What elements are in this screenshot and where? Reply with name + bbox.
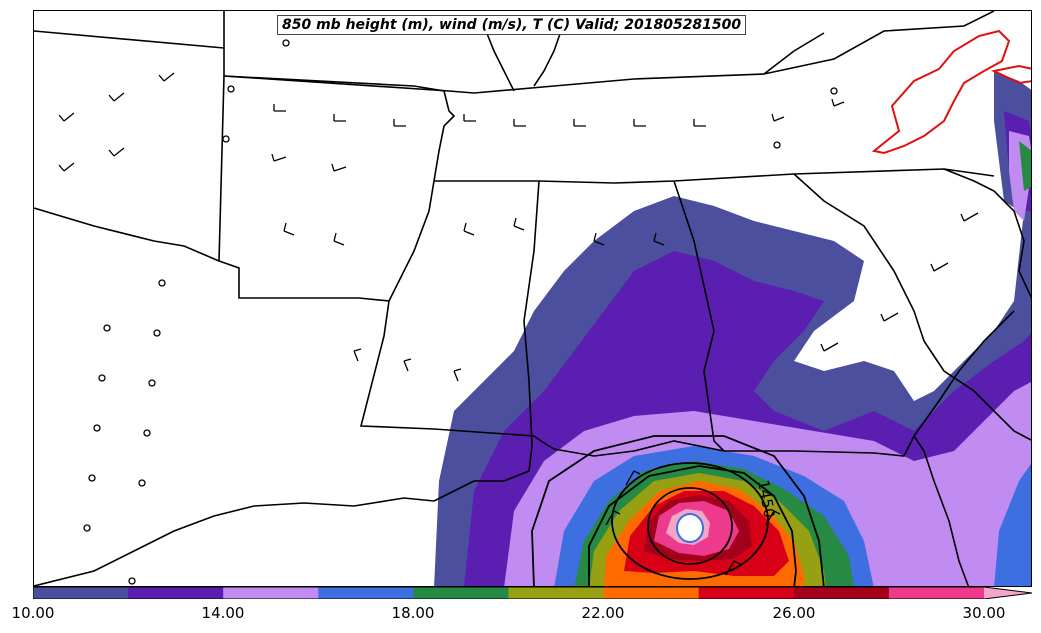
colorbar-segment xyxy=(508,587,605,599)
wind-barbs xyxy=(58,72,979,576)
colorbar-segment xyxy=(698,587,795,599)
colorbar-tick-label: 26.00 xyxy=(772,604,816,622)
colorbar-segment xyxy=(33,587,129,599)
colorbar-segment xyxy=(603,587,700,599)
wind-speed-shading xyxy=(434,71,1031,586)
colorbar-segment xyxy=(793,587,890,599)
colorbar-segment xyxy=(888,587,985,599)
colorbar-outline xyxy=(33,587,1033,599)
map-panel: 1450 xyxy=(33,10,1032,587)
map-title: 850 mb height (m), wind (m/s), T (C) Val… xyxy=(277,15,747,35)
colorbar-segment xyxy=(128,587,224,599)
calm-circles xyxy=(83,39,838,585)
wind-speed-map: 1450 xyxy=(34,11,1031,586)
colorbar-tick-label: 22.00 xyxy=(581,604,625,622)
colorbar xyxy=(33,587,1033,599)
temperature-contour xyxy=(871,29,1031,155)
colorbar-segment xyxy=(318,587,414,599)
colorbar-tick-label: 10.00 xyxy=(11,604,55,622)
colorbar-extend-arrow xyxy=(984,587,1032,599)
colorbar-segment xyxy=(413,587,509,599)
geographic-boundaries xyxy=(34,11,1031,586)
colorbar-tick-label: 14.00 xyxy=(201,604,245,622)
colorbar-segment xyxy=(223,587,319,599)
colorbar-tick-label: 18.00 xyxy=(391,604,435,622)
colorbar-tick-label: 30.00 xyxy=(962,604,1006,622)
